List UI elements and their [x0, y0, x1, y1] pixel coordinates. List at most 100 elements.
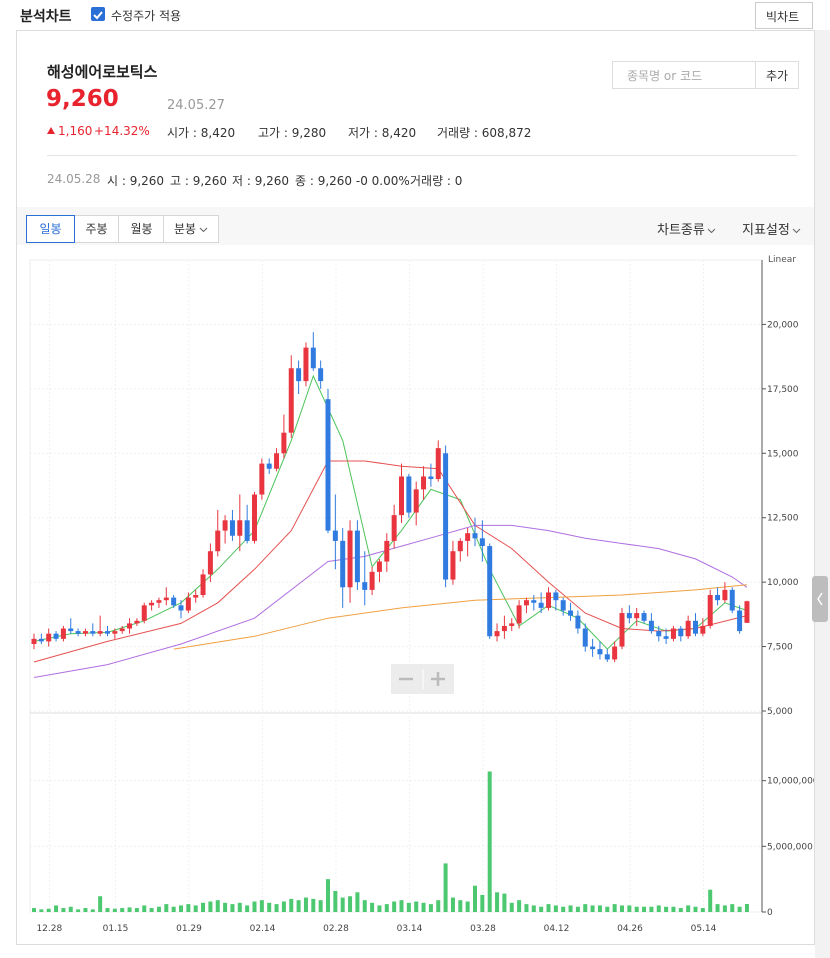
volume-bar — [524, 904, 529, 912]
candle-body — [354, 530, 360, 583]
candle-body — [141, 605, 147, 621]
add-button[interactable]: 추가 — [755, 61, 799, 89]
x-tick-label: 04.12 — [544, 924, 570, 934]
volume-bar — [39, 909, 44, 912]
stat: 거래량 : 608,872 — [437, 126, 532, 140]
chevron — [707, 228, 716, 234]
x-tick-label: 02.14 — [250, 924, 276, 934]
volume-bar — [517, 900, 522, 912]
tool-label: 지표설정 — [742, 223, 790, 238]
y2-tick-label: 10,000,000 — [767, 777, 814, 787]
stat: 저가 : 8,420 — [348, 126, 417, 140]
y-tick-label: 17,500 — [767, 385, 799, 395]
candle-body — [619, 613, 625, 647]
checkbox-label: 수정주가 적용 — [111, 9, 182, 23]
candle-body — [119, 628, 125, 632]
divider — [47, 155, 797, 156]
volume-bar — [83, 908, 88, 912]
y2-tick-label: 5,000,000 — [767, 842, 813, 852]
realtime-item: 시 : 9,260 — [107, 174, 165, 188]
candle-body — [97, 631, 103, 634]
tool[interactable]: 지표설정 — [742, 219, 801, 238]
volume-bar — [289, 898, 294, 912]
volume-bar — [428, 904, 433, 912]
tab[interactable]: 주봉 — [73, 215, 120, 243]
moving-average — [33, 460, 748, 663]
volume-bar — [201, 902, 206, 912]
candle-body — [46, 633, 52, 642]
x-tick-label: 03.14 — [397, 924, 423, 934]
candle-body — [318, 368, 324, 382]
side-strip — [815, 30, 830, 958]
volume-bar — [68, 906, 73, 912]
candle-body — [509, 623, 515, 626]
volume-bar — [112, 908, 117, 912]
candle-body — [715, 595, 721, 601]
candle-body — [604, 654, 610, 660]
chart: Linear 5,000 7,500 10,000 12,500 15,000 17,50… — [29, 255, 814, 934]
candle-body — [369, 571, 375, 590]
tab[interactable]: 월봉 — [118, 215, 165, 243]
checkbox[interactable] — [91, 7, 105, 21]
candle-body — [700, 625, 706, 634]
candle-body — [68, 628, 74, 632]
big-chart-button[interactable]: 빅차트 — [755, 2, 813, 29]
candle-body — [384, 540, 390, 562]
candle-body — [612, 646, 618, 660]
candle-body — [634, 613, 640, 619]
volume-bar — [546, 904, 551, 912]
volume-bar — [634, 906, 639, 912]
volume-bar — [384, 904, 389, 912]
realtime-item: 저 : 9,260 — [232, 174, 290, 188]
candle-body — [413, 489, 419, 513]
volume-bar — [590, 905, 595, 912]
tab[interactable]: 일봉 — [26, 215, 75, 243]
volume-bar — [605, 906, 610, 912]
candle-body — [185, 597, 191, 611]
volume-bar — [509, 902, 514, 912]
search-placeholder: 종목명 or 코드 — [627, 69, 703, 83]
candle-body — [332, 530, 338, 541]
collapse-tab[interactable] — [812, 576, 828, 622]
candle-body — [590, 646, 596, 650]
volume-bar — [406, 902, 411, 912]
volume-bar — [693, 906, 698, 912]
candle-body — [670, 628, 676, 639]
tab[interactable]: 분봉 — [163, 215, 219, 243]
moving-average — [173, 584, 747, 650]
zoom-controls[interactable] — [391, 664, 454, 694]
volume-bar — [612, 904, 617, 912]
candle-body — [303, 347, 309, 382]
candle-body — [75, 631, 81, 634]
volume-bar — [678, 908, 683, 912]
volume-bar — [620, 905, 624, 912]
volume-bar — [421, 902, 426, 912]
candle-body — [538, 602, 544, 608]
candle-body — [663, 636, 669, 639]
volume-bar — [230, 904, 235, 912]
candle-body — [641, 613, 647, 621]
volume-bar — [348, 896, 353, 912]
candle-body — [112, 631, 118, 634]
realtime-date: 24.05.28 — [47, 172, 101, 186]
volume-bar — [164, 904, 169, 912]
candle-body — [457, 540, 463, 552]
tab-label: 분봉 — [173, 222, 197, 236]
candle-body — [222, 520, 228, 531]
volume-bar — [32, 908, 36, 912]
volume-bar — [193, 905, 198, 912]
volume-bar — [708, 889, 713, 912]
volume-bar — [355, 892, 360, 912]
candle-body — [252, 494, 257, 541]
volume-bar — [46, 908, 51, 912]
candle-body — [575, 615, 581, 629]
candle-body — [487, 546, 493, 637]
scale-label: Linear — [768, 255, 796, 265]
stat: 시가 : 8,420 — [167, 126, 236, 140]
volume-bar — [656, 905, 661, 912]
volume-bar — [495, 892, 500, 912]
candle-body — [134, 620, 140, 624]
volume-bar — [281, 901, 286, 912]
tool[interactable]: 차트종류 — [657, 219, 716, 238]
search-input[interactable]: 종목명 or 코드 — [612, 61, 756, 89]
